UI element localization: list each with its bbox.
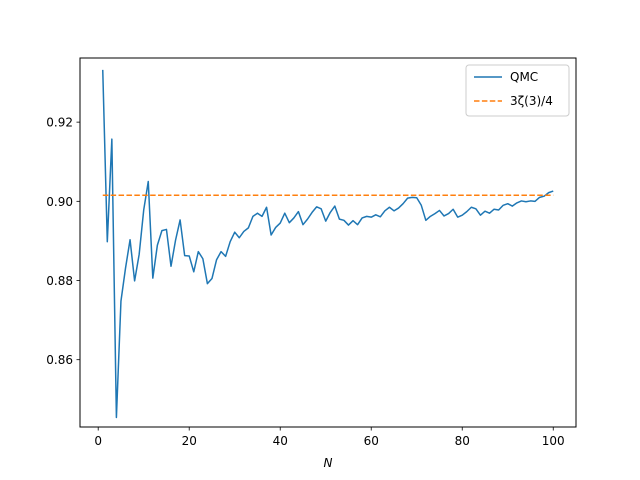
x-axis-label: N (324, 456, 333, 470)
series-layer (102, 69, 554, 419)
x-tick-label: 0 (94, 434, 102, 448)
legend-label-qmc: QMC (510, 70, 538, 84)
y-tick-label: 0.88 (46, 274, 73, 288)
y-tick-label: 0.92 (46, 116, 73, 130)
x-tick-label: 40 (273, 434, 288, 448)
plot-frame (79, 57, 577, 428)
x-tick-label: 20 (182, 434, 197, 448)
x-tick-label: 60 (364, 434, 379, 448)
x-axis: 0 20 40 60 80 100 (94, 427, 565, 448)
legend-label-reference: 3ζ(3)/4 (510, 94, 553, 108)
y-tick-label: 0.86 (46, 353, 73, 367)
legend: QMC 3ζ(3)/4 (465, 64, 570, 117)
x-tick-label: 80 (455, 434, 470, 448)
y-tick-label: 0.90 (46, 195, 73, 209)
y-axis: 0.86 0.88 0.90 0.92 (46, 116, 80, 367)
series-line-qmc (102, 69, 554, 419)
x-tick-label: 100 (542, 434, 565, 448)
